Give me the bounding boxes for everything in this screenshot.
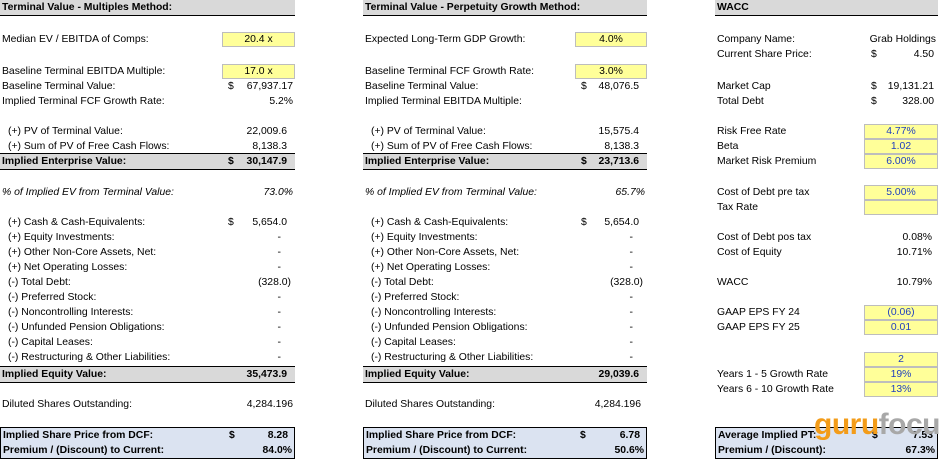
restr-row: (-) Restructuring & Other Liabilities: - (8, 352, 281, 363)
wacc-header: WACC (715, 0, 938, 16)
multiples-header: Terminal Value - Multiples Method: (0, 0, 295, 16)
price-row: Implied Share Price from DCF: $ 8.28 (3, 430, 288, 441)
leases-row: (-) Capital Leases: - (8, 337, 281, 348)
growth2-input[interactable]: 13% (864, 382, 938, 397)
baseline-growth-input[interactable]: 3.0% (575, 64, 647, 79)
cod-pre-row: Cost of Debt pre tax 5.00% (715, 185, 938, 200)
growth1-input[interactable]: 19% (864, 367, 938, 382)
baseline-multiple-input[interactable]: 17.0 x (222, 64, 295, 79)
pref-row: (-) Preferred Stock: - (8, 292, 281, 303)
perp-implied-equity-row: Implied Equity Value: 29,039.6 (363, 366, 647, 383)
eps24-input[interactable]: (0.06) (864, 305, 938, 320)
perp-cash-row: (+) Cash & Cash-Equivalents: $ 5,654.0 (371, 217, 639, 228)
baseline-growth-row: Baseline Terminal FCF Growth Rate: 3.0% (363, 64, 647, 79)
avg-pt-row: Average Implied PT: $ 7.53 (718, 430, 933, 441)
nci-row: (-) Noncontrolling Interests: - (8, 307, 281, 318)
beta-row: Beta 1.02 (715, 139, 938, 154)
implied-multiple-row: Implied Terminal EBITDA Multiple: (365, 96, 522, 107)
tax-row: Tax Rate (715, 200, 938, 215)
coe-row: Cost of Equity 10.71% (717, 247, 932, 258)
perp-pct-ev-row: % of Implied EV from Terminal Value: 65.… (365, 187, 645, 198)
company-name: Grab Holdings (869, 34, 936, 45)
pct-ev-row: % of Implied EV from Terminal Value: 73.… (2, 187, 293, 198)
perp-leases-row: (-) Capital Leases: - (371, 337, 633, 348)
perp-restr-row: (-) Restructuring & Other Liabilities: - (371, 352, 633, 363)
eps24-row: GAAP EPS FY 24 (0.06) (715, 305, 938, 320)
perpetuity-header: Terminal Value - Perpetuity Growth Metho… (363, 0, 647, 16)
mcap-row: Market Cap $ 19,131.21 (717, 81, 934, 92)
mrp-row: Market Risk Premium 6.00% (715, 154, 938, 169)
perp-pv-fcf-row: (+) Sum of PV of Free Cash Flows: 8,138.… (371, 141, 639, 152)
perp-implied-ev-row: Implied Enterprise Value: $ 23,713.6 (363, 153, 647, 170)
wacc-premium-row: Premium / (Discount): 67.3% (718, 445, 935, 456)
pension-row: (-) Unfunded Pension Obligations: - (8, 322, 281, 333)
implied-equity-row: Implied Equity Value: 35,473.9 (0, 366, 295, 383)
cod-pre-input[interactable]: 5.00% (864, 185, 938, 200)
implied-ev-row: Implied Enterprise Value: $ 30,147.9 (0, 153, 295, 170)
wacc-debt-row: Total Debt $ 328.00 (717, 96, 934, 107)
gurufocus-logo: gurufocus (814, 408, 940, 441)
perp-shares-row: Diluted Shares Outstanding: 4,284.196 (365, 399, 641, 410)
equity-inv-row: (+) Equity Investments: - (8, 232, 281, 243)
perp-equity-inv-row: (+) Equity Investments: - (371, 232, 633, 243)
eps25-row: GAAP EPS FY 25 0.01 (715, 320, 938, 335)
cod-post-row: Cost of Debt pos tax 0.08% (717, 232, 932, 243)
perp-noncore-row: (+) Other Non-Core Assets, Net: - (371, 247, 633, 258)
median-ev-row: Median EV / EBITDA of Comps: 20.4 x (0, 32, 295, 47)
perp-pv-tv-row: (+) PV of Terminal Value: 15,575.4 (371, 126, 639, 137)
mrp-input[interactable]: 6.00% (864, 154, 938, 169)
wacc-result-box: Average Implied PT: $ 7.53 Premium / (Di… (715, 427, 938, 459)
perp-total-debt-row: (-) Total Debt: (328.0) (371, 277, 643, 288)
wacc-row: WACC 10.79% (717, 277, 932, 288)
perp-premium-row: Premium / (Discount) to Current: 50.6% (366, 445, 644, 456)
baseline-multiple-row: Baseline Terminal EBITDA Multiple: 17.0 … (0, 64, 295, 79)
multiples-title: Terminal Value - Multiples Method: (2, 2, 173, 13)
perp-baseline-tv-row: Baseline Terminal Value: $ 48,076.5 (365, 81, 639, 92)
growth1-row: Years 1 - 5 Growth Rate 19% (715, 367, 938, 382)
rf-row: Risk Free Rate 4.77% (715, 124, 938, 139)
perp-price-row: Implied Share Price from DCF: $ 6.78 (366, 430, 640, 441)
years-input[interactable]: 2 (864, 352, 938, 367)
beta-input[interactable]: 1.02 (864, 139, 938, 154)
pv-tv-row: (+) PV of Terminal Value: 22,009.6 (8, 126, 287, 137)
perp-pref-row: (-) Preferred Stock: - (371, 292, 633, 303)
cash-row: (+) Cash & Cash-Equivalents: $ 5,654.0 (8, 217, 287, 228)
years-row: 2 (715, 352, 938, 367)
wacc-title: WACC (717, 2, 749, 13)
perp-pension-row: (-) Unfunded Pension Obligations: - (371, 322, 633, 333)
multiples-result-box: Implied Share Price from DCF: $ 8.28 Pre… (0, 427, 295, 459)
perpetuity-result-box: Implied Share Price from DCF: $ 6.78 Pre… (363, 427, 647, 459)
noncore-row: (+) Other Non-Core Assets, Net: - (8, 247, 281, 258)
median-ev-input[interactable]: 20.4 x (222, 32, 295, 47)
growth2-row: Years 6 - 10 Growth Rate 13% (715, 382, 938, 397)
nol-row: (+) Net Operating Losses: - (8, 262, 281, 273)
perp-nci-row: (-) Noncontrolling Interests: - (371, 307, 633, 318)
eps25-input[interactable]: 0.01 (864, 320, 938, 335)
baseline-tv-row: Baseline Terminal Value: $ 67,937.17 (2, 81, 293, 92)
implied-growth-row: Implied Terminal FCF Growth Rate: 5.2% (2, 96, 293, 107)
perpetuity-title: Terminal Value - Perpetuity Growth Metho… (365, 2, 581, 13)
perp-nol-row: (+) Net Operating Losses: - (371, 262, 633, 273)
company-row: Company Name: Grab Holdings (717, 34, 936, 45)
gdp-input[interactable]: 4.0% (575, 32, 647, 47)
tax-input[interactable] (864, 200, 938, 215)
rf-input[interactable]: 4.77% (864, 124, 938, 139)
pv-fcf-row: (+) Sum of PV of Free Cash Flows: 8,138.… (8, 141, 287, 152)
gdp-row: Expected Long-Term GDP Growth: 4.0% (363, 32, 647, 47)
shares-row: Diluted Shares Outstanding: 4,284.196 (2, 399, 293, 410)
total-debt-row: (-) Total Debt: (328.0) (8, 277, 291, 288)
premium-row: Premium / (Discount) to Current: 84.0% (3, 445, 292, 456)
share-price-row: Current Share Price: $ 4.50 (717, 49, 934, 60)
